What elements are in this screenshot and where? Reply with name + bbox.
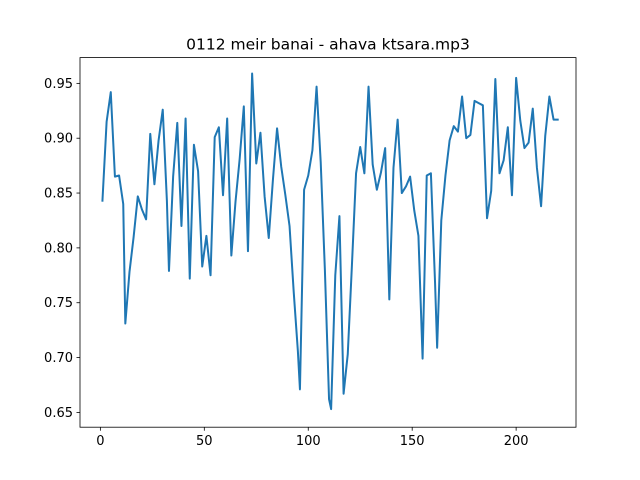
x-tick-label: 0 bbox=[96, 434, 104, 449]
x-tick-label: 100 bbox=[296, 434, 321, 449]
y-tick-label: 0.65 bbox=[44, 406, 73, 421]
y-tick-label: 0.75 bbox=[44, 296, 73, 311]
x-axis: 0 50 100 150 200 bbox=[96, 427, 529, 449]
y-tick-label: 0.95 bbox=[44, 77, 73, 92]
series-line bbox=[101, 72, 559, 411]
chart-title: 0112 meir banai - ahava ktsara.mp3 bbox=[186, 36, 470, 54]
y-tick-label: 0.80 bbox=[44, 241, 73, 256]
y-tick-label: 0.70 bbox=[44, 351, 73, 366]
series-layer bbox=[101, 72, 559, 411]
y-axis: 0.65 0.70 0.75 0.80 0.85 0.90 0.95 bbox=[44, 77, 80, 421]
axes-frame bbox=[79, 57, 577, 428]
y-tick-label: 0.90 bbox=[44, 132, 73, 147]
y-tick-label: 0.85 bbox=[44, 187, 73, 202]
x-tick-label: 150 bbox=[400, 434, 425, 449]
x-tick-label: 50 bbox=[196, 434, 213, 449]
x-tick-label: 200 bbox=[504, 434, 529, 449]
